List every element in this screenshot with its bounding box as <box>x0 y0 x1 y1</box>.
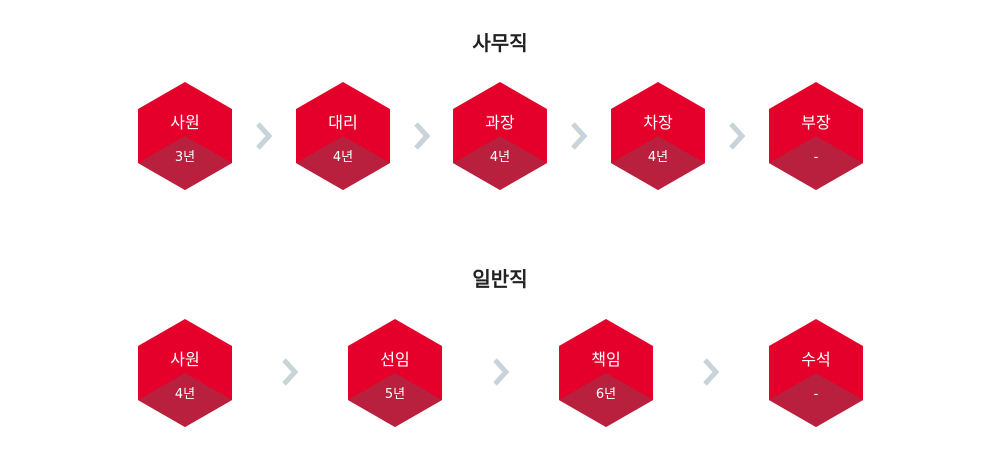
office-section-title: 사무직 <box>472 31 528 55</box>
rank-name: 차장 <box>643 113 673 132</box>
rank-years: 5년 <box>384 387 406 402</box>
chevron-right-icon <box>256 122 273 150</box>
rank-name: 선임 <box>380 350 410 369</box>
hexagon-icon <box>453 82 547 190</box>
general-rank-staff: 사원 4년 <box>138 319 232 427</box>
hexagon-icon <box>348 319 442 427</box>
rank-years: 4년 <box>174 387 196 402</box>
rank-name: 부장 <box>801 113 831 132</box>
office-rank-deputy-general-manager: 차장 4년 <box>611 82 705 190</box>
rank-name: 책임 <box>591 350 621 369</box>
hexagon-icon <box>138 82 232 190</box>
hexagon-icon <box>769 82 863 190</box>
general-rank-chief: 수석 - <box>769 319 863 427</box>
general-rank-principal: 책임 6년 <box>559 319 653 427</box>
rank-name: 사원 <box>170 350 200 369</box>
chevron-right-icon <box>414 122 431 150</box>
chevron-right-icon <box>703 358 720 386</box>
hexagon-icon <box>138 319 232 427</box>
chevron-right-icon <box>571 122 588 150</box>
office-rank-general-manager: 부장 - <box>769 82 863 190</box>
chevron-right-icon <box>282 358 299 386</box>
rank-years: - <box>813 150 819 165</box>
rank-name: 과장 <box>485 113 515 132</box>
rank-years: 4년 <box>489 150 511 165</box>
general-section-title: 일반직 <box>472 267 528 291</box>
hexagon-icon <box>769 319 863 427</box>
chevron-right-icon <box>493 358 510 386</box>
hexagon-icon <box>296 82 390 190</box>
office-rank-manager: 과장 4년 <box>453 82 547 190</box>
rank-name: 수석 <box>801 350 831 369</box>
hexagon-icon <box>559 319 653 427</box>
rank-years: 6년 <box>595 387 617 402</box>
general-rank-senior: 선임 5년 <box>348 319 442 427</box>
chevron-right-icon <box>729 122 746 150</box>
rank-name: 사원 <box>170 113 200 132</box>
rank-years: 4년 <box>647 150 669 165</box>
hexagon-icon <box>611 82 705 190</box>
rank-name: 대리 <box>328 113 358 132</box>
rank-years: 3년 <box>174 150 196 165</box>
office-rank-assistant-manager: 대리 4년 <box>296 82 390 190</box>
rank-years: 4년 <box>332 150 354 165</box>
rank-years: - <box>813 387 819 402</box>
office-rank-staff: 사원 3년 <box>138 82 232 190</box>
